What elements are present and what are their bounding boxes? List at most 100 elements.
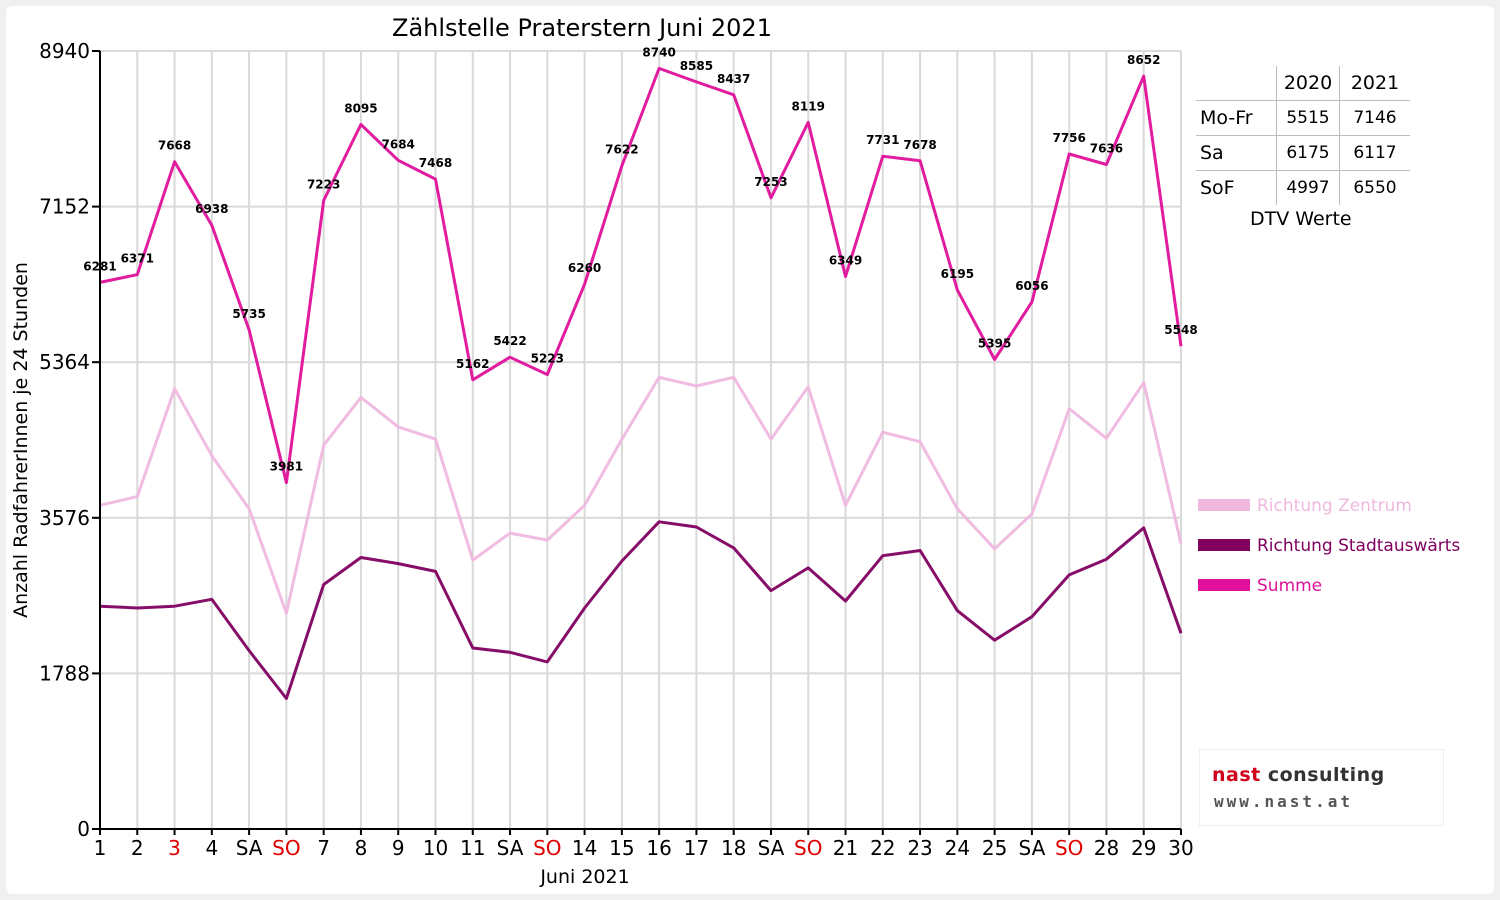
x-tick-label: 7 bbox=[317, 836, 330, 860]
data-label: 6056 bbox=[1015, 279, 1048, 293]
dtv-header-2021: 2021 bbox=[1339, 66, 1410, 101]
data-label: 8740 bbox=[642, 45, 675, 59]
dtv-table: 2020 2021 Mo-Fr 5515 7146 Sa 6175 6117 S… bbox=[1196, 66, 1410, 205]
dtv-value-2020: 4997 bbox=[1276, 170, 1340, 205]
legend-label: Richtung Stadtauswärts bbox=[1257, 536, 1460, 556]
data-label: 8585 bbox=[680, 59, 713, 73]
dtv-value-2020: 6175 bbox=[1276, 135, 1340, 171]
dtv-header-empty bbox=[1196, 66, 1277, 101]
data-label: 7668 bbox=[158, 139, 191, 153]
series-lines bbox=[99, 66, 1183, 700]
data-label: 6371 bbox=[121, 252, 154, 266]
x-tick-label: 16 bbox=[646, 836, 671, 860]
x-tick-label: 25 bbox=[982, 836, 1007, 860]
x-tick-label: 30 bbox=[1168, 836, 1193, 860]
data-label: 5422 bbox=[493, 334, 526, 348]
x-tick-label: SO bbox=[1055, 836, 1083, 860]
x-tick-label: SA bbox=[758, 836, 785, 860]
y-tick-label: 5364 bbox=[39, 350, 90, 374]
data-label: 7678 bbox=[903, 138, 936, 152]
dtv-row: Sa 6175 6117 bbox=[1196, 135, 1410, 171]
legend-swatch bbox=[1198, 539, 1250, 551]
x-tick-label: 15 bbox=[609, 836, 634, 860]
dtv-value-2020: 5515 bbox=[1276, 100, 1340, 136]
dtv-row: Mo-Fr 5515 7146 bbox=[1196, 100, 1410, 136]
data-label: 7636 bbox=[1090, 141, 1123, 155]
series-line-1 bbox=[99, 375, 1183, 615]
data-label: 7756 bbox=[1052, 131, 1085, 145]
data-label: 5162 bbox=[456, 357, 489, 371]
legend-swatch bbox=[1198, 499, 1250, 511]
y-tick-labels: 0 1788 3576 5364 7152 8940 bbox=[39, 39, 90, 841]
x-tick-label: 9 bbox=[392, 836, 405, 860]
data-label: 7253 bbox=[754, 175, 787, 189]
x-tick-label: 23 bbox=[907, 836, 932, 860]
dtv-value-2021: 6550 bbox=[1339, 170, 1410, 205]
data-label: 7468 bbox=[419, 156, 452, 170]
x-tick-label: 3 bbox=[168, 836, 181, 860]
dtv-row-label: Sa bbox=[1196, 135, 1277, 171]
logo-name: nast consulting bbox=[1212, 764, 1385, 786]
dtv-header-2020: 2020 bbox=[1276, 66, 1340, 101]
data-label: 6349 bbox=[829, 253, 862, 267]
data-label: 5735 bbox=[232, 307, 265, 321]
legend-swatch bbox=[1198, 579, 1250, 591]
data-label: 8119 bbox=[792, 99, 825, 113]
logo-name-part2: consulting bbox=[1260, 764, 1385, 786]
y-tick-label: 8940 bbox=[39, 39, 90, 63]
legend-label: Summe bbox=[1257, 576, 1322, 596]
data-label: 7684 bbox=[382, 137, 415, 151]
x-tick-label: SA bbox=[236, 836, 263, 860]
dtv-header-row: 2020 2021 bbox=[1196, 66, 1410, 101]
x-tick-labels: 1 2 3 4 SA SO 7 8 9 10 11 SA SO 14 15 16 17 18 SA SO 21 22 23 2… bbox=[94, 836, 1194, 860]
x-tick-label: 1 bbox=[94, 836, 107, 860]
dtv-row-label: SoF bbox=[1196, 170, 1277, 205]
dtv-row: SoF 4997 6550 bbox=[1196, 170, 1410, 205]
y-tick-label: 0 bbox=[77, 817, 90, 841]
y-axis-label: Anzahl RadfahrerInnen je 24 Stunden bbox=[10, 262, 32, 618]
data-label: 7731 bbox=[866, 133, 899, 147]
data-label: 6195 bbox=[941, 267, 974, 281]
series-line-2 bbox=[99, 520, 1183, 700]
x-tick-label: 22 bbox=[870, 836, 895, 860]
company-logo: nast consulting www.nast.at bbox=[1200, 750, 1443, 825]
dtv-caption: DTV Werte bbox=[1250, 208, 1352, 230]
legend-label: Richtung Zentrum bbox=[1257, 496, 1412, 516]
x-tick-label: SO bbox=[272, 836, 300, 860]
chart-title: Zählstelle Praterstern Juni 2021 bbox=[392, 14, 772, 42]
dtv-value-2021: 7146 bbox=[1339, 100, 1410, 136]
legend: Richtung Zentrum Richtung Stadtauswärts Su… bbox=[1198, 496, 1460, 596]
x-tick-label: 10 bbox=[423, 836, 448, 860]
data-label: 6938 bbox=[195, 202, 228, 216]
x-tick-label: 8 bbox=[355, 836, 368, 860]
axes bbox=[92, 50, 1182, 835]
y-tick-label: 1788 bbox=[39, 661, 90, 685]
data-label: 6260 bbox=[568, 261, 601, 275]
data-label: 5395 bbox=[978, 337, 1011, 351]
x-tick-label: 4 bbox=[205, 836, 218, 860]
x-tick-label: 2 bbox=[131, 836, 144, 860]
data-label: 8437 bbox=[717, 72, 750, 86]
logo-name-part1: nast bbox=[1212, 764, 1261, 786]
data-label: 7223 bbox=[307, 177, 340, 191]
x-tick-label: SA bbox=[1019, 836, 1046, 860]
x-tick-label: SA bbox=[497, 836, 524, 860]
dtv-row-label: Mo-Fr bbox=[1196, 100, 1277, 136]
x-tick-label: 29 bbox=[1131, 836, 1156, 860]
data-label: 8652 bbox=[1127, 53, 1160, 67]
x-tick-label: 21 bbox=[833, 836, 858, 860]
x-tick-label: SO bbox=[794, 836, 822, 860]
x-tick-label: 11 bbox=[460, 836, 485, 860]
data-labels: 6281637176686938573539817223809576847468… bbox=[83, 45, 1197, 473]
y-tick-label: 3576 bbox=[39, 506, 90, 530]
x-tick-label: 28 bbox=[1094, 836, 1119, 860]
data-label: 3981 bbox=[270, 460, 303, 474]
grid-lines bbox=[100, 50, 1182, 829]
x-axis-label: Juni 2021 bbox=[539, 866, 629, 888]
dtv-value-2021: 6117 bbox=[1339, 135, 1410, 171]
x-tick-label: 17 bbox=[684, 836, 709, 860]
data-label: 7622 bbox=[605, 143, 638, 157]
x-tick-label: 24 bbox=[945, 836, 970, 860]
x-tick-label: SO bbox=[533, 836, 561, 860]
